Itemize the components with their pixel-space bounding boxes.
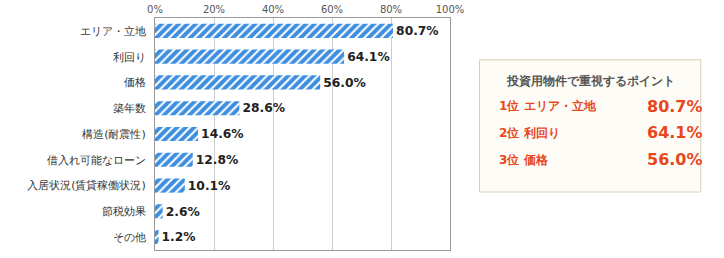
svg-text:56.0%: 56.0% (323, 76, 366, 90)
svg-text:その他: その他 (113, 231, 146, 244)
svg-text:64.1%: 64.1% (347, 50, 390, 64)
svg-text:28.6%: 28.6% (242, 101, 285, 115)
svg-text:80.7%: 80.7% (396, 24, 439, 38)
svg-text:20%: 20% (203, 4, 225, 15)
svg-text:14.6%: 14.6% (201, 127, 244, 141)
svg-text:64.1%: 64.1% (647, 123, 703, 142)
svg-text:56.0%: 56.0% (647, 150, 703, 169)
svg-text:80.7%: 80.7% (647, 97, 703, 116)
svg-text:12.8%: 12.8% (196, 153, 239, 167)
svg-text:0%: 0% (147, 4, 163, 15)
svg-text:構造(耐震性): 構造(耐震性) (82, 128, 146, 141)
svg-text:60%: 60% (321, 4, 343, 15)
svg-text:1位 エリア・立地: 1位 エリア・立地 (499, 99, 597, 113)
svg-text:3位 価格: 3位 価格 (499, 153, 549, 167)
svg-text:築年数: 築年数 (113, 102, 146, 115)
svg-text:投資用物件で重視するポイント: 投資用物件で重視するポイント (506, 74, 675, 88)
svg-text:利回り: 利回り (113, 51, 146, 64)
svg-text:エリア・立地: エリア・立地 (80, 25, 146, 38)
svg-text:借入れ可能なローン: 借入れ可能なローン (47, 154, 146, 167)
svg-text:40%: 40% (262, 4, 284, 15)
svg-text:10.1%: 10.1% (188, 179, 231, 193)
svg-text:80%: 80% (380, 4, 402, 15)
svg-text:価格: 価格 (124, 76, 146, 89)
svg-text:節税効果: 節税効果 (102, 205, 146, 218)
svg-text:1.2%: 1.2% (162, 230, 196, 244)
svg-text:入居状況(賃貸稼働状況): 入居状況(賃貸稼働状況) (27, 179, 146, 192)
svg-text:100%: 100% (436, 4, 465, 15)
svg-text:2.6%: 2.6% (166, 205, 200, 219)
svg-text:2位 利回り: 2位 利回り (499, 126, 560, 140)
